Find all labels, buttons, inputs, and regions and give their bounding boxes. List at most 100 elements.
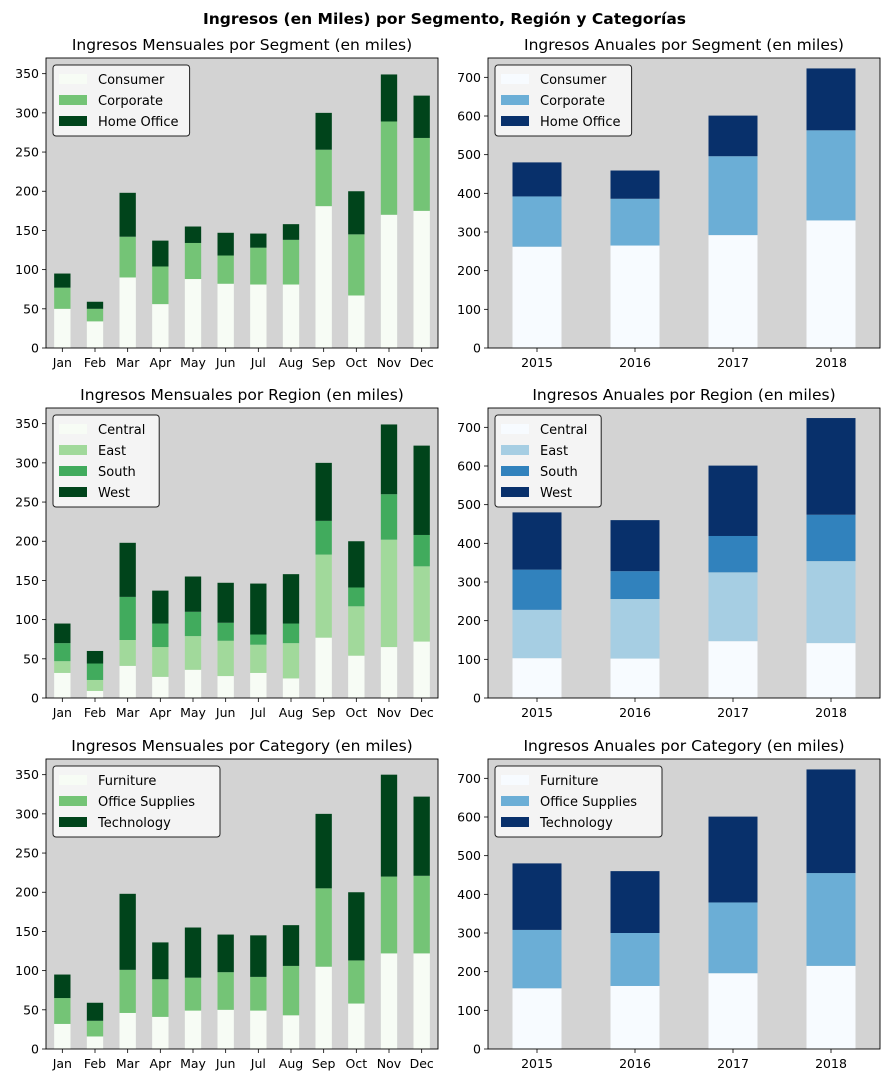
bar-furniture-2016	[610, 985, 660, 1049]
x-tick-label: Dec	[410, 355, 434, 370]
legend-swatch	[59, 116, 87, 126]
legend-box	[494, 64, 633, 137]
bar-central-mar	[119, 665, 136, 698]
bar-corporate-feb	[86, 308, 104, 322]
bar-technology-sep	[315, 813, 332, 889]
bar-technology-apr	[152, 942, 169, 980]
x-tick-label: 2017	[717, 355, 749, 370]
bar-consumer-nov	[380, 214, 398, 348]
x-tick-label: Feb	[84, 705, 106, 720]
figure-suptitle: Ingresos (en Miles) por Segmento, Región…	[203, 10, 686, 28]
y-tick-label: 400	[457, 186, 481, 201]
legend-swatch	[501, 95, 529, 105]
bar-furniture-dec	[413, 953, 430, 1049]
x-tick-label: 2015	[521, 355, 553, 370]
bar-west-2017	[708, 465, 758, 536]
bar-east-may	[184, 636, 202, 670]
bar-south-mar	[119, 596, 136, 640]
bar-home-office-sep	[315, 112, 332, 150]
bar-east-2018	[806, 561, 856, 644]
bar-furniture-aug	[282, 1015, 300, 1049]
bar-central-jan	[54, 672, 71, 698]
bar-consumer-apr	[152, 304, 169, 348]
x-tick-label: 2017	[717, 1056, 749, 1071]
x-tick-label: Aug	[279, 1056, 303, 1071]
bar-office-supplies-apr	[152, 979, 169, 1017]
bar-central-dec	[413, 641, 430, 698]
bar-consumer-may	[184, 279, 202, 348]
bar-technology-dec	[413, 796, 430, 876]
bar-home-office-jul	[250, 233, 267, 248]
legend-label: Consumer	[98, 73, 165, 88]
chart-panel-3: Ingresos Mensuales por Region (en miles)…	[15, 386, 439, 720]
legend-swatch	[59, 817, 87, 827]
chart-title: Ingresos Anuales por Segment (en miles)	[524, 36, 844, 54]
bar-corporate-mar	[119, 236, 136, 278]
y-tick-label: 150	[15, 573, 39, 588]
bar-west-apr	[152, 590, 169, 624]
legend-box	[52, 765, 221, 838]
legend-box	[494, 765, 663, 838]
bar-corporate-2015	[512, 196, 562, 247]
y-tick-label: 300	[15, 105, 39, 120]
bar-office-supplies-may	[184, 977, 202, 1011]
legend-label: Consumer	[540, 73, 607, 88]
x-tick-label: Jul	[250, 1056, 266, 1071]
bar-furniture-2015	[512, 988, 562, 1049]
bar-south-2015	[512, 569, 562, 610]
bar-south-nov	[380, 494, 398, 540]
y-tick-label: 0	[473, 691, 481, 706]
bar-corporate-aug	[282, 239, 300, 285]
bar-office-supplies-oct	[348, 960, 365, 1004]
x-tick-label: Jul	[250, 355, 266, 370]
x-tick-label: 2017	[717, 705, 749, 720]
bar-west-2015	[512, 512, 562, 570]
plot-frame	[487, 407, 881, 699]
bar-furniture-apr	[152, 1016, 169, 1049]
x-tick-label: 2018	[815, 1056, 847, 1071]
bar-furniture-may	[184, 1010, 202, 1049]
legend-label: Furniture	[98, 774, 156, 789]
bar-west-feb	[86, 650, 104, 664]
x-tick-label: Jul	[250, 705, 266, 720]
bar-corporate-jun	[217, 255, 234, 284]
y-tick-label: 250	[15, 495, 39, 510]
bar-home-office-oct	[348, 191, 365, 235]
legend-swatch	[59, 487, 87, 497]
x-tick-label: May	[180, 355, 206, 370]
bar-west-mar	[119, 542, 136, 597]
plot-frame	[45, 758, 439, 1050]
bar-south-apr	[152, 623, 169, 648]
bar-home-office-may	[184, 226, 202, 243]
x-tick-label: Apr	[150, 355, 172, 370]
x-tick-label: 2018	[815, 355, 847, 370]
y-tick-label: 50	[23, 1002, 39, 1017]
bar-furniture-2017	[708, 973, 758, 1049]
x-tick-label: Oct	[346, 355, 368, 370]
chart-title: Ingresos Mensuales por Region (en miles)	[80, 386, 404, 404]
y-tick-label: 0	[31, 691, 39, 706]
chart-title: Ingresos Anuales por Category (en miles)	[523, 737, 844, 755]
legend-label: East	[540, 444, 568, 459]
bar-corporate-dec	[413, 137, 430, 211]
bar-office-supplies-jul	[250, 976, 267, 1011]
x-tick-label: Dec	[410, 1056, 434, 1071]
bar-office-supplies-jun	[217, 972, 234, 1010]
bar-south-feb	[86, 663, 104, 680]
x-tick-label: 2016	[619, 355, 651, 370]
x-tick-label: Aug	[279, 705, 303, 720]
x-tick-label: Nov	[377, 355, 402, 370]
legend-box	[52, 64, 191, 137]
bar-corporate-nov	[380, 121, 398, 215]
legend: Central East South West	[494, 414, 602, 508]
bar-south-may	[184, 611, 202, 637]
bar-east-jan	[54, 661, 71, 673]
legend-label: West	[540, 486, 572, 501]
bar-technology-nov	[380, 774, 398, 877]
bar-east-mar	[119, 640, 136, 666]
y-tick-label: 350	[15, 767, 39, 782]
bar-west-may	[184, 576, 202, 612]
x-tick-label: Jun	[215, 705, 236, 720]
y-tick-label: 300	[457, 575, 481, 590]
bar-central-2017	[708, 641, 758, 698]
